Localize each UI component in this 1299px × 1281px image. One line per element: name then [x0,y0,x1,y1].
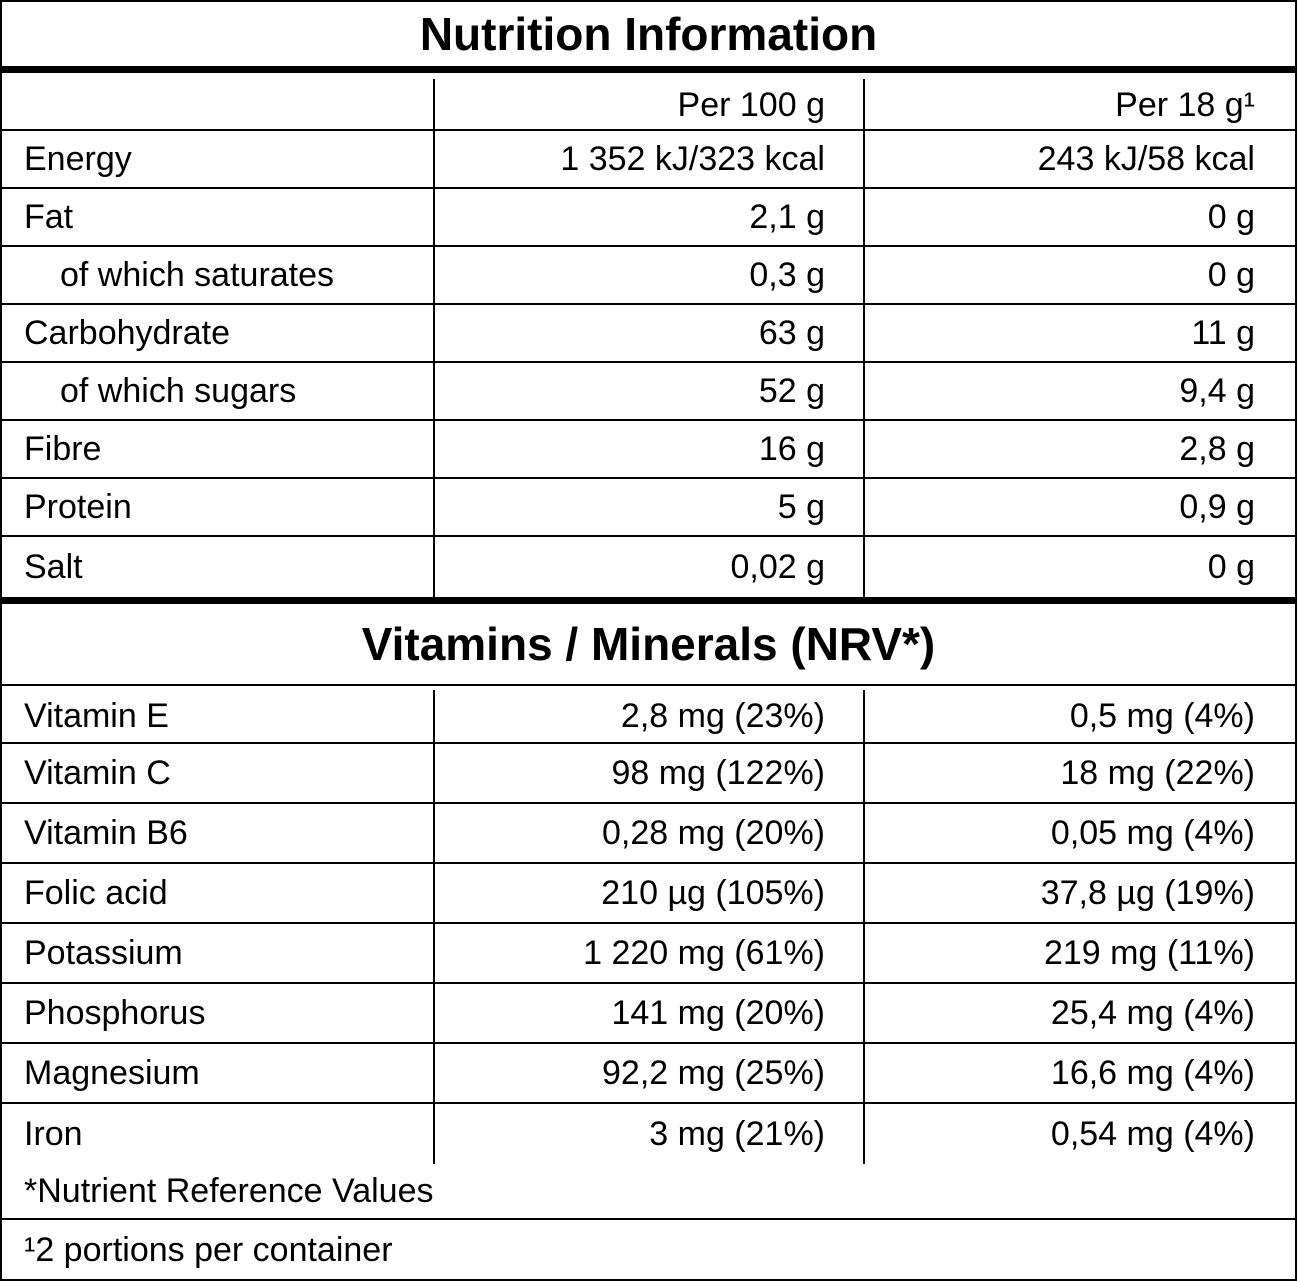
nutrient-name: of which saturates [2,247,435,303]
value-per-portion: 16,6 mg (4%) [1050,1054,1255,1092]
table-row: Fibre 16 g 2,8 g [2,421,1295,479]
vitamins-section-title: Vitamins / Minerals (NRV*) [2,604,1295,686]
table-row: Fat 2,1 g 0 g [2,189,1295,247]
table-row: Salt 0,02 g 0 g [2,537,1295,597]
value-per-100g: 52 g [435,363,865,419]
value-per-100g: 2,1 g [435,189,865,245]
value-per-portion: 0,9 g [1179,488,1255,526]
nutrient-name: Phosphorus [2,984,435,1042]
value-per-portion: 0 g [1207,198,1255,236]
value-per-portion: 37,8 µg (19%) [1040,874,1255,912]
nutrient-name: Protein [2,479,435,535]
value-per-100g: 0,3 g [435,247,865,303]
value-per-portion: 0 g [1207,548,1255,586]
column-header-nutrient [2,79,435,129]
nutrient-name: Vitamin C [2,744,435,802]
nutrient-name: Magnesium [2,1044,435,1102]
nutrition-table: Energy 1 352 kJ/323 kcal 243 kJ/58 kcal Fat… [2,131,1295,597]
table-row: Vitamin B6 0,28 mg (20%) 0,05 mg (4%) [2,804,1295,864]
value-per-portion: 0,05 mg (4%) [1050,814,1255,852]
table-row: Protein 5 g 0,9 g [2,479,1295,537]
nutrient-name: Carbohydrate [2,305,435,361]
nutrient-name: Potassium [2,924,435,982]
value-per-100g: 2,8 mg (23%) [435,690,865,742]
nutrient-name: of which sugars [2,363,435,419]
footnote-nrv: *Nutrient Reference Values [2,1164,1295,1220]
table-row: Carbohydrate 63 g 11 g [2,305,1295,363]
value-per-portion: 243 kJ/58 kcal [1037,140,1255,178]
table-row: Vitamin C 98 mg (122%) 18 mg (22%) [2,744,1295,804]
panel-title: Nutrition Information [419,8,878,60]
value-per-100g: 16 g [435,421,865,477]
nutrient-name: Fibre [2,421,435,477]
value-per-100g: 63 g [435,305,865,361]
column-header-per-100g: Per 100 g [435,79,865,129]
value-per-portion: 219 mg (11%) [1043,934,1255,972]
value-per-portion: 0 g [1207,256,1255,294]
value-per-100g: 1 220 mg (61%) [435,924,865,982]
value-per-100g: 1 352 kJ/323 kcal [435,131,865,187]
table-row: Vitamin E 2,8 mg (23%) 0,5 mg (4%) [2,686,1295,744]
footnote-portions: ¹2 portions per container [24,1230,393,1269]
value-per-100g: 5 g [435,479,865,535]
value-per-100g: 210 µg (105%) [435,864,865,922]
nutrient-name: Fat [2,189,435,245]
vitamins-table: Vitamin E 2,8 mg (23%) 0,5 mg (4%) Vitamin … [2,686,1295,1164]
value-per-portion: 18 mg (22%) [1060,754,1255,792]
value-per-100g: 98 mg (122%) [435,744,865,802]
title-divider [2,66,1295,73]
value-per-100g: 141 mg (20%) [435,984,865,1042]
nutrient-name: Vitamin B6 [2,804,435,862]
table-row: Iron 3 mg (21%) 0,54 mg (4%) [2,1104,1295,1164]
value-per-portion: 0,5 mg (4%) [1069,697,1255,735]
nutrient-name: Vitamin E [2,690,435,742]
table-row: Potassium 1 220 mg (61%) 219 mg (11%) [2,924,1295,984]
table-row: of which sugars 52 g 9,4 g [2,363,1295,421]
value-per-100g: 3 mg (21%) [435,1104,865,1164]
value-per-portion: 0,54 mg (4%) [1050,1115,1255,1153]
value-per-100g: 0,02 g [435,537,865,597]
value-per-100g: 0,28 mg (20%) [435,804,865,862]
value-per-100g: 92,2 mg (25%) [435,1044,865,1102]
nutrient-name: Salt [2,537,435,597]
nutrient-name: Iron [2,1104,435,1164]
section-divider [2,597,1295,604]
table-row: Magnesium 92,2 mg (25%) 16,6 mg (4%) [2,1044,1295,1104]
table-row: Folic acid 210 µg (105%) 37,8 µg (19%) [2,864,1295,924]
column-header-per-portion: Per 18 g¹ [1115,86,1255,124]
value-per-portion: 9,4 g [1179,372,1255,410]
nutrient-name: Energy [2,131,435,187]
table-row: Energy 1 352 kJ/323 kcal 243 kJ/58 kcal [2,131,1295,189]
value-per-portion: 11 g [1191,314,1255,352]
table-row: of which saturates 0,3 g 0 g [2,247,1295,305]
table-row: Phosphorus 141 mg (20%) 25,4 mg (4%) [2,984,1295,1044]
column-header-row: Per 100 g Per 18 g¹ [2,73,1295,131]
value-per-portion: 25,4 mg (4%) [1050,994,1255,1032]
value-per-portion: 2,8 g [1179,430,1255,468]
nutrient-name: Folic acid [2,864,435,922]
